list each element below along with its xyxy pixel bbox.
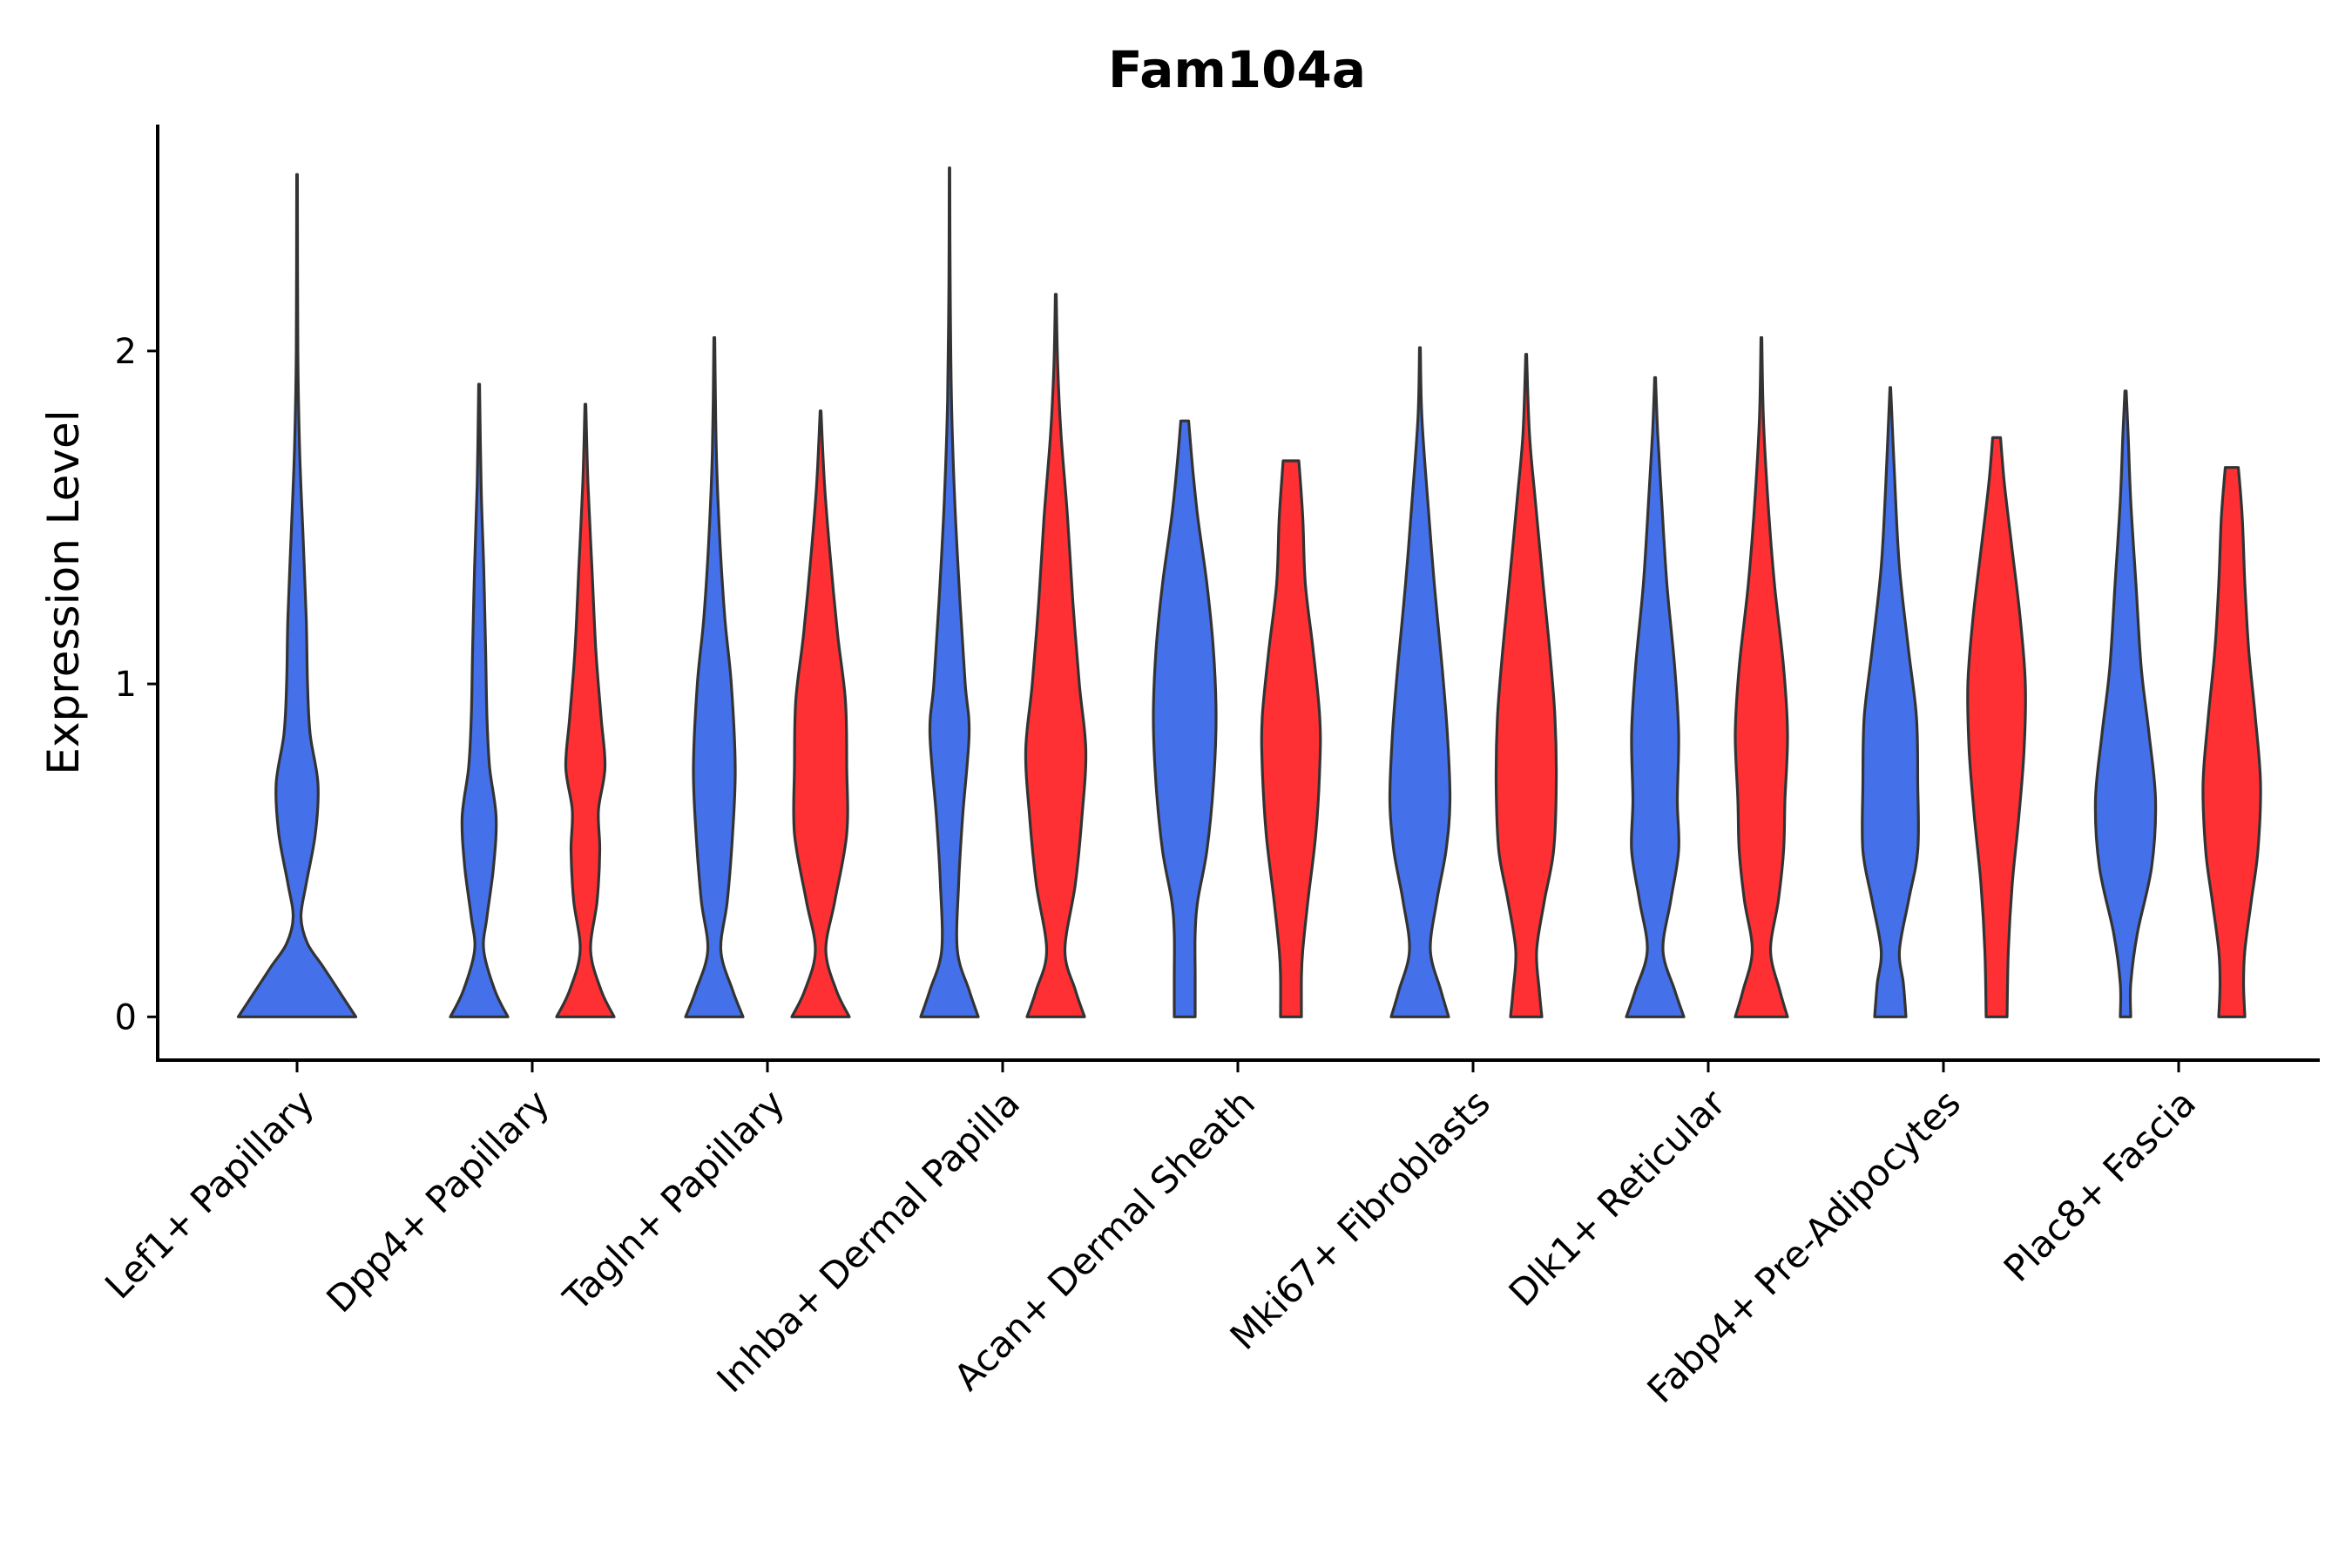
y-tick-label: 2: [115, 332, 137, 372]
y-tick-label: 0: [115, 997, 137, 1037]
y-axis-label: Expression Level: [38, 409, 89, 774]
violin-blue: [1625, 375, 1686, 1018]
x-tick-label: Tagln+ Papillary: [555, 1081, 793, 1319]
x-tick-label: Lef1+ Papillary: [97, 1081, 322, 1307]
violin-red: [1260, 459, 1322, 1018]
violin-blue: [449, 382, 510, 1018]
violin-blue: [236, 172, 358, 1018]
x-tick-label: Dpp4+ Papillary: [318, 1081, 558, 1321]
violin-blue: [684, 336, 745, 1018]
violin-blue: [2093, 389, 2158, 1018]
x-tick-label: Plac8+ Fascia: [1996, 1081, 2204, 1289]
y-ticks: 0 1 2: [115, 332, 158, 1037]
violin-blue: [919, 166, 980, 1018]
violin-blue: [1152, 419, 1218, 1018]
violin-blue: [1388, 346, 1452, 1018]
violin-red: [1734, 336, 1789, 1018]
violins-layer: [236, 166, 2262, 1018]
violin-red: [555, 402, 616, 1018]
x-tick-label: Dlk1+ Reticular: [1501, 1081, 1734, 1315]
violin-red: [790, 409, 851, 1018]
chart-title: Fam104a: [1108, 40, 1366, 99]
y-tick-label: 1: [115, 665, 137, 705]
violin-red: [1024, 293, 1088, 1018]
violin-red: [2201, 466, 2262, 1018]
violin-red: [1966, 436, 2027, 1018]
x-tick-label: Mki67+ Fibroblasts: [1222, 1081, 1498, 1357]
violin-blue: [1861, 386, 1920, 1018]
violin-red: [1494, 353, 1558, 1018]
